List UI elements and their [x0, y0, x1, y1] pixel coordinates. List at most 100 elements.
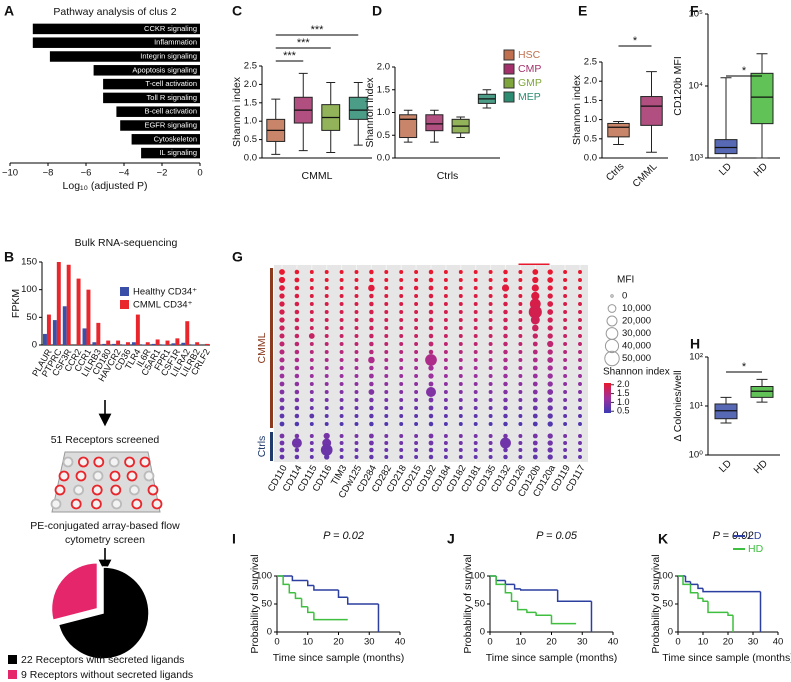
whisker [482, 103, 492, 109]
y-tick-label: 50 [261, 599, 272, 610]
dot [578, 326, 582, 330]
dot [399, 350, 404, 354]
plate-well [147, 484, 159, 496]
y-tick-label: 0 [480, 627, 485, 638]
dot [428, 447, 434, 453]
bar [131, 342, 136, 345]
dot [428, 397, 434, 403]
dot [473, 414, 478, 418]
bar [135, 314, 140, 345]
legend-dot [605, 327, 619, 340]
dot [563, 414, 568, 418]
survival-step [307, 606, 314, 614]
dot [414, 358, 419, 362]
dot [443, 342, 448, 346]
p-value: P = 0.05 [536, 530, 578, 542]
group-label: CMML [256, 332, 268, 363]
dot [518, 342, 523, 346]
dot [399, 278, 404, 282]
bar [205, 343, 210, 345]
bar [32, 23, 200, 35]
dot [279, 269, 285, 275]
bar [141, 344, 146, 345]
dot [518, 302, 523, 306]
dot [578, 302, 582, 306]
survival-step [504, 584, 512, 594]
dot [458, 398, 463, 402]
bar-label: IL signaling [159, 148, 197, 157]
y-axis-label: Shannon index [364, 77, 376, 148]
x-axis-label: Log₁₀ (adjusted P) [63, 180, 148, 192]
survival-step [535, 612, 552, 616]
dot [563, 434, 568, 438]
x-axis-label: Time since sample (months) [486, 652, 617, 664]
dot [488, 382, 493, 386]
dot [563, 366, 568, 370]
dot [458, 270, 463, 274]
dot [279, 285, 285, 291]
dot [339, 434, 344, 438]
dot [428, 381, 434, 387]
dot [384, 358, 389, 362]
dot [279, 381, 285, 387]
y-tick-label: 10⁵ [688, 9, 703, 20]
dot [503, 293, 508, 299]
dot [473, 318, 478, 322]
dot [518, 294, 523, 298]
dot [369, 349, 374, 355]
dot [324, 302, 329, 306]
y-tick-label: 1.5 [244, 97, 257, 108]
survival-step [337, 590, 348, 599]
y-tick-label: 1.0 [244, 116, 257, 127]
bar [195, 342, 200, 345]
dot [473, 441, 478, 445]
pie-slice [57, 566, 150, 660]
dot [532, 357, 538, 363]
significance-label: *** [283, 50, 297, 62]
dot [384, 350, 389, 354]
whisker [646, 125, 657, 153]
box [399, 114, 418, 139]
screen-method: PE-conjugated array-based flow [30, 520, 180, 532]
y-tick-label: 150 [21, 257, 37, 268]
survival-step [294, 592, 302, 600]
panel-letter: E [578, 3, 587, 19]
dot [473, 382, 478, 386]
dot [339, 342, 344, 346]
dot [473, 278, 478, 282]
dot [443, 350, 448, 354]
dot [309, 350, 314, 354]
legend-swatch [120, 287, 129, 296]
dot [384, 398, 389, 402]
survival-step [513, 584, 521, 590]
dot [488, 270, 493, 274]
dot [503, 333, 508, 339]
survival-step [682, 576, 691, 586]
colorbar-label: 1.5 [617, 388, 630, 398]
dot [414, 278, 419, 282]
x-tick-label: −2 [157, 168, 168, 179]
dot [324, 278, 329, 282]
dot [384, 278, 389, 282]
dot [369, 365, 374, 371]
y-tick-label: 0 [267, 627, 272, 638]
whisker [298, 123, 308, 152]
dot [518, 286, 523, 290]
dot [443, 448, 448, 452]
dot [578, 294, 582, 298]
dot [354, 441, 359, 445]
dot [384, 422, 389, 426]
dot [443, 310, 448, 314]
dot [324, 270, 329, 274]
bar-label: Cytoskeleton [154, 134, 197, 143]
panel-letter: K [658, 531, 668, 547]
bar-label: Apoptosis signaling [132, 65, 197, 74]
bar [191, 344, 196, 345]
dot [458, 318, 463, 322]
dot [473, 326, 478, 330]
whisker [756, 397, 768, 403]
dot [384, 434, 389, 438]
survival-step [727, 612, 733, 616]
dot [488, 310, 493, 314]
